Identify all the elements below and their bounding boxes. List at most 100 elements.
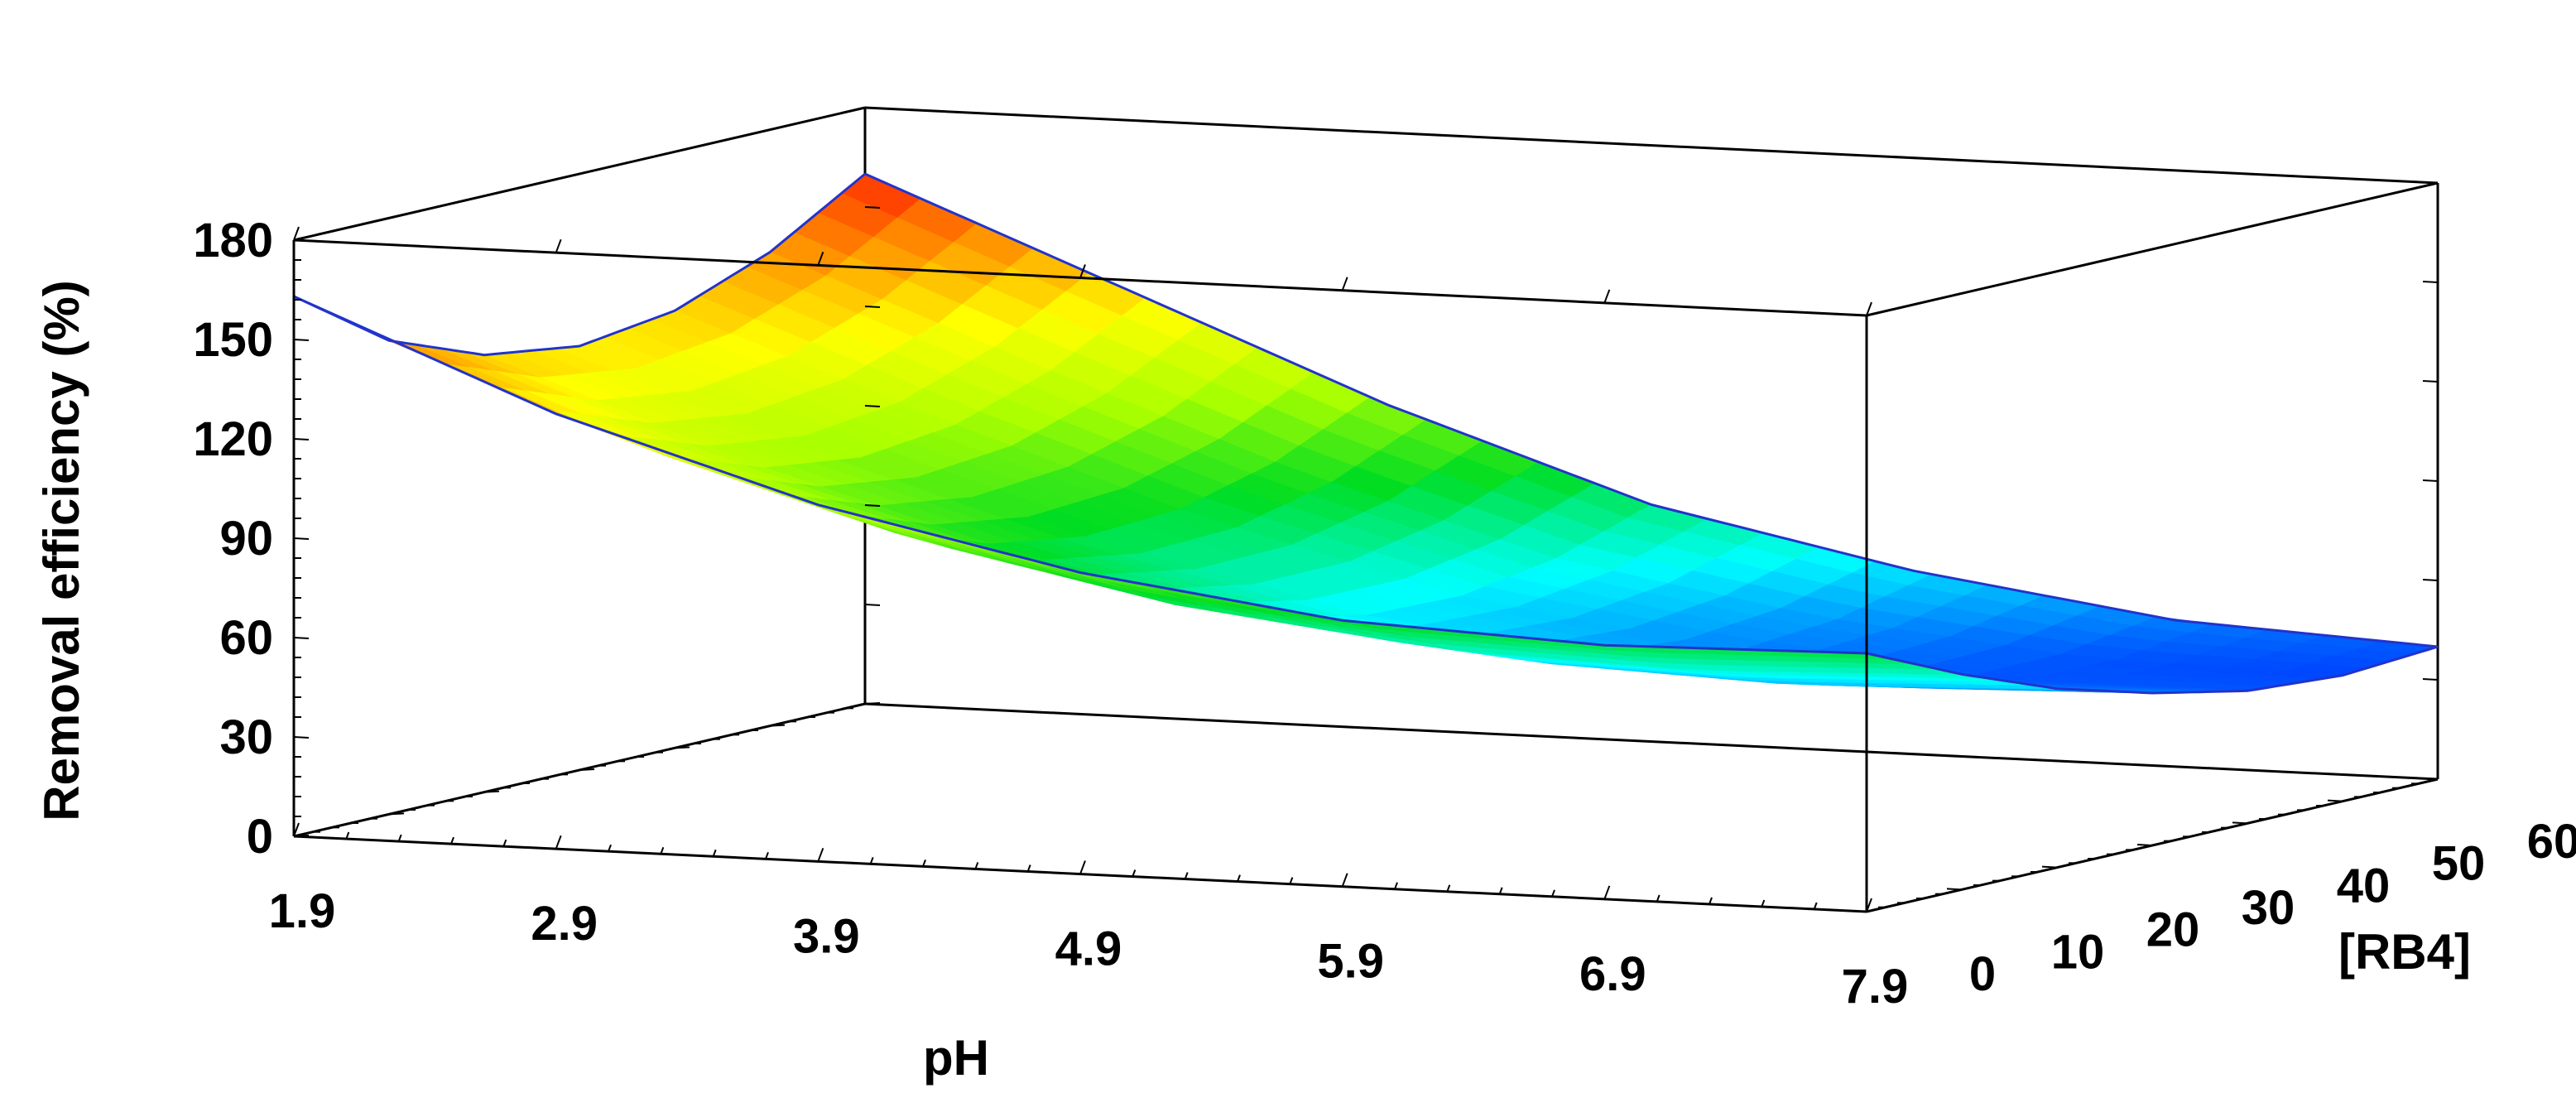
x-minor-tick — [1709, 897, 1713, 905]
x-tick-label: 1.9 — [269, 884, 336, 938]
y-tick-left-0 — [293, 835, 310, 837]
x-minor-tick — [1237, 874, 1241, 882]
z-tick-right-3 — [2422, 479, 2439, 482]
y-tick-label: 0 — [1969, 947, 1996, 1001]
y-tick-label: 60 — [2527, 815, 2576, 869]
back-top-edge — [864, 106, 2439, 185]
z-axis-title: Removal efficiency (%) — [34, 280, 89, 821]
y-tick-label: 40 — [2337, 859, 2391, 912]
y-tick-left-1 — [388, 812, 405, 816]
x-tick-top-0 — [293, 226, 300, 241]
y-tick-4 — [2232, 821, 2248, 825]
z-tick-6 — [293, 239, 310, 242]
x-tick-2 — [817, 847, 824, 862]
surface-edge-rb4-60 — [864, 172, 2439, 648]
x-tick-top-5 — [1603, 289, 1611, 304]
x-tick-4 — [1341, 873, 1348, 888]
x-tick-label: 2.9 — [531, 897, 598, 951]
z-tick-label: 150 — [193, 313, 273, 367]
left-top-depth-edge — [293, 106, 866, 242]
z-tick-label: 120 — [193, 412, 273, 466]
x-tick-3 — [1079, 860, 1086, 874]
z-tick-label: 60 — [219, 611, 273, 665]
x-minor-tick — [1289, 877, 1294, 884]
x-tick-0 — [293, 822, 300, 837]
x-minor-tick — [450, 836, 454, 845]
z-tick-4 — [293, 438, 310, 441]
x-minor-tick — [1551, 889, 1555, 898]
y-tick-label: 10 — [2051, 925, 2105, 979]
tick-labels: 0 30 60 90 120 150 180 1.9 2.9 3.9 4.9 5.9 6.9 7.9 0 10… — [193, 214, 2576, 1014]
x-tick-label: 6.9 — [1579, 947, 1646, 1001]
y-tick-left-6 — [864, 702, 881, 705]
x-minor-tick — [1132, 869, 1137, 877]
y-tick-label: 20 — [2146, 903, 2200, 957]
surface-edge-ph-7-9 — [1866, 645, 2439, 695]
z-tick-right-4 — [2422, 380, 2439, 383]
z-tick-1 — [293, 736, 310, 739]
x-minor-tick — [1026, 864, 1031, 872]
x-tick-label: 5.9 — [1317, 935, 1384, 989]
z-tick-label: 30 — [219, 710, 273, 764]
x-axis-title: pH — [923, 1030, 989, 1086]
z-tick-label: 180 — [193, 214, 273, 267]
x-minor-tick — [1498, 887, 1503, 895]
surface-edge-ph-1-9 — [293, 172, 866, 357]
back-bottom-edge — [864, 702, 2439, 781]
z-tick-right-6 — [2422, 181, 2439, 184]
z-tick-back-3 — [864, 405, 881, 407]
x-tick-1 — [555, 835, 562, 850]
x-tick-top-1 — [555, 238, 562, 253]
right-top-depth-edge — [1866, 181, 2439, 317]
x-tick-label: 7.9 — [1842, 960, 1909, 1014]
x-minor-tick — [922, 859, 926, 867]
x-minor-tick — [712, 849, 717, 857]
y-tick-left-5 — [769, 724, 786, 727]
z-tick-back-1 — [864, 604, 881, 606]
y-tick-2 — [2041, 865, 2058, 869]
x-minor-tick — [345, 831, 350, 840]
x-tick-top-6 — [1866, 301, 1872, 316]
z-tick-3 — [293, 537, 310, 540]
z-tick-back-4 — [864, 306, 881, 308]
x-tick-5 — [1603, 885, 1611, 900]
y-axis-title: [RB4] — [2338, 924, 2471, 980]
z-tick-label: 0 — [247, 810, 273, 864]
y-tick-label: 50 — [2432, 837, 2486, 891]
surface-edge-rb4-0 — [293, 295, 1867, 655]
y-tick-5 — [2327, 799, 2343, 802]
x-minor-tick — [1656, 894, 1660, 903]
y-tick-label: 30 — [2242, 881, 2295, 935]
x-minor-tick — [608, 844, 612, 852]
x-minor-tick — [1446, 884, 1451, 893]
x-minor-tick — [1761, 899, 1766, 908]
y-tick-left-4 — [674, 746, 690, 749]
x-minor-tick — [1394, 882, 1398, 890]
x-minor-tick — [974, 862, 979, 869]
x-minor-tick — [502, 839, 507, 847]
response-surface — [293, 172, 2439, 695]
z-tick-label: 90 — [219, 512, 273, 566]
x-minor-tick — [1813, 902, 1818, 910]
x-tick-top-2 — [817, 251, 824, 266]
tick-marks — [293, 107, 2439, 912]
z-tick-back-2 — [864, 504, 881, 507]
x-minor-tick — [1184, 872, 1189, 879]
z-tick-right-1 — [2422, 678, 2439, 681]
x-tick-top-3 — [1079, 264, 1086, 278]
x-tick-label: 4.9 — [1055, 922, 1122, 976]
z-tick-back-5 — [864, 206, 881, 209]
x-tick-top-4 — [1341, 277, 1348, 291]
x-minor-tick — [765, 851, 769, 859]
x-minor-tick — [397, 834, 402, 842]
x-tick-6 — [1866, 898, 1872, 912]
x-tick-label: 3.9 — [793, 909, 860, 963]
z-tick-5 — [293, 339, 310, 341]
x-minor-tick — [660, 846, 665, 855]
y-tick-1 — [1946, 888, 1963, 891]
x-minor-tick — [869, 857, 874, 864]
y-tick-6 — [2422, 778, 2439, 780]
y-tick-left-3 — [579, 768, 595, 771]
y-tick-0 — [1851, 910, 1867, 912]
